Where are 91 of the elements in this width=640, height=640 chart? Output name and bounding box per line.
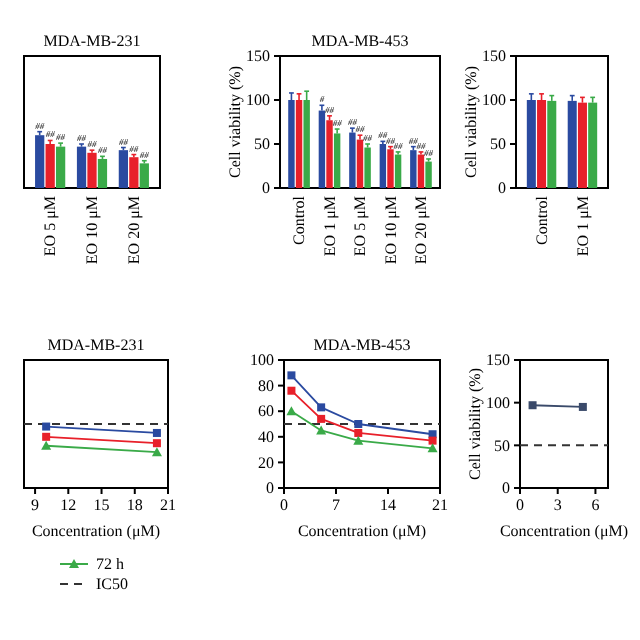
bar xyxy=(333,133,341,188)
point xyxy=(287,371,296,380)
bar xyxy=(349,132,356,188)
x-axis-title: Concentration (μM) xyxy=(297,522,427,540)
y-tick-label: 0 xyxy=(262,179,270,198)
point xyxy=(354,428,363,437)
y-axis-title: Cell viability (%) xyxy=(466,367,484,480)
x-tick-label: EO 10 μM xyxy=(83,196,102,265)
x-tick-label: 6 xyxy=(591,496,600,514)
x-tick-label: EO 5 μM xyxy=(41,196,60,257)
y-axis-title: Cell viability (%) xyxy=(462,65,480,178)
x-tick-label: 0 xyxy=(516,496,524,514)
y-tick-label: 100 xyxy=(246,91,270,110)
bar xyxy=(326,120,333,188)
bar xyxy=(87,152,97,188)
bar xyxy=(129,157,139,188)
point xyxy=(152,428,161,437)
chart-title: MDA-MB-231 xyxy=(43,32,141,50)
x-tick-label: EO 20 μM xyxy=(125,196,144,265)
x-tick-label: 7 xyxy=(332,496,340,514)
point xyxy=(353,435,364,445)
bar xyxy=(387,149,394,188)
bar xyxy=(379,144,387,188)
x-tick-label: EO 20 μM xyxy=(412,196,431,265)
bar xyxy=(364,147,371,188)
x-tick-label: 0 xyxy=(280,496,288,514)
bar xyxy=(55,146,66,188)
bar xyxy=(45,144,55,188)
legend-label: IC50 xyxy=(96,575,128,594)
point xyxy=(317,403,326,412)
y-tick-label: 50 xyxy=(490,135,506,154)
x-tick-label: 21 xyxy=(432,496,448,514)
x-tick-label: 14 xyxy=(380,496,396,514)
x-tick-label: EO 1 μM xyxy=(320,196,339,257)
x-tick-label: 12 xyxy=(60,496,77,514)
bar xyxy=(303,100,310,188)
y-axis-title: Cell viability (%) xyxy=(226,65,244,178)
bar xyxy=(139,163,149,188)
x-tick-label: 18 xyxy=(126,496,143,514)
y-tick-label: 40 xyxy=(258,428,274,447)
chart-title: MDA-MB-231 xyxy=(47,336,145,354)
point xyxy=(42,422,51,431)
point xyxy=(316,425,327,435)
point xyxy=(287,386,296,395)
y-tick-label: 100 xyxy=(250,351,274,370)
bar xyxy=(97,158,108,188)
y-tick-label: 100 xyxy=(486,393,510,412)
x-tick-label: 15 xyxy=(93,496,110,514)
x-tick-label: EO 10 μM xyxy=(381,196,400,265)
chart-title: MDA-MB-453 xyxy=(313,336,411,354)
y-tick-label: 150 xyxy=(482,47,506,66)
x-axis-title: Concentration (μM) xyxy=(499,522,629,540)
bar xyxy=(318,110,326,188)
y-tick-label: 150 xyxy=(246,47,270,66)
bar xyxy=(76,146,87,188)
bar xyxy=(288,100,295,188)
y-tick-label: 0 xyxy=(502,479,510,498)
y-tick-label: 60 xyxy=(258,402,274,421)
x-tick-label: EO 1 μM xyxy=(573,196,592,257)
point xyxy=(152,439,161,448)
y-tick-label: 20 xyxy=(258,453,274,472)
point xyxy=(317,414,326,423)
y-tick-label: 0 xyxy=(266,479,274,498)
bar xyxy=(295,100,303,188)
x-tick-label: 3 xyxy=(553,496,562,514)
y-tick-label: 100 xyxy=(482,91,506,110)
bar xyxy=(35,135,45,188)
point xyxy=(428,436,437,445)
y-tick-label: 80 xyxy=(258,376,274,395)
point xyxy=(42,432,51,441)
point xyxy=(354,420,363,428)
bar xyxy=(356,139,364,188)
bar xyxy=(410,150,417,188)
y-tick-label: 150 xyxy=(486,351,510,370)
y-tick-label: 0 xyxy=(498,179,506,198)
x-tick-label: Control xyxy=(290,194,309,245)
bar xyxy=(394,154,402,188)
x-tick-label: 21 xyxy=(160,496,176,514)
legend-label: 72 h xyxy=(96,555,124,574)
x-axis-title: Concentration (μM) xyxy=(31,522,161,540)
x-tick-label: EO 5 μM xyxy=(351,196,370,257)
bar xyxy=(417,154,425,188)
chart-title: MDA-MB-453 xyxy=(311,32,409,50)
bar xyxy=(118,150,129,188)
x-tick-label: Control xyxy=(532,194,551,245)
point xyxy=(427,443,438,453)
x-tick-label: 9 xyxy=(31,496,40,514)
y-tick-label: 50 xyxy=(254,135,270,154)
point xyxy=(286,406,297,416)
y-tick-label: 50 xyxy=(494,436,510,455)
bar xyxy=(425,161,432,188)
